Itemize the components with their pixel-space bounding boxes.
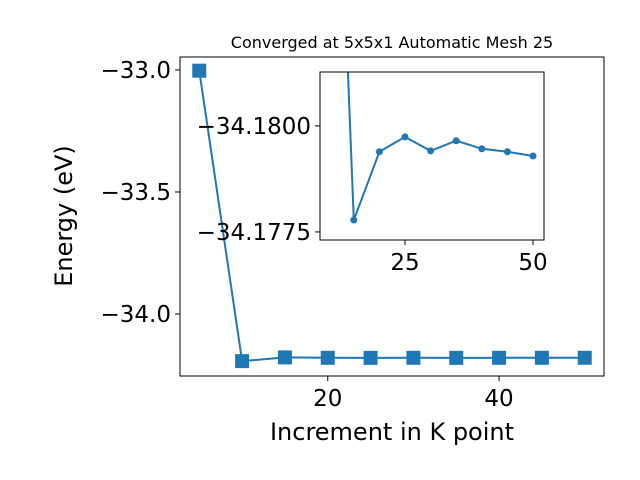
marker — [452, 137, 460, 145]
marker — [478, 145, 486, 153]
x-axis-label: Increment in K point — [270, 418, 514, 446]
y-tick-label: −33.5 — [101, 180, 171, 206]
x-tick-label: 50 — [518, 250, 547, 276]
data-line — [198, 70, 585, 363]
marker — [406, 350, 421, 365]
marker — [503, 148, 511, 156]
marker — [375, 148, 383, 156]
marker — [492, 350, 507, 365]
y-tick-label: −33.0 — [101, 58, 171, 84]
axes-frame — [179, 56, 605, 377]
marker — [534, 350, 549, 365]
marker — [401, 133, 409, 141]
y-tick-label: −34.1800 — [197, 114, 311, 140]
x-tick-label: 40 — [484, 386, 513, 412]
marker — [529, 152, 537, 160]
marker — [277, 350, 292, 365]
marker — [449, 350, 464, 365]
plot-area — [192, 63, 592, 369]
marker — [235, 354, 250, 369]
chart-title: Converged at 5x5x1 Automatic Mesh 25 — [231, 33, 553, 52]
marker — [363, 350, 378, 365]
marker — [320, 350, 335, 365]
marker — [577, 350, 592, 365]
y-tick-label: −34.0 — [101, 302, 171, 328]
axes-frame — [319, 71, 545, 241]
marker — [427, 147, 435, 155]
y-axis-label: Energy (eV) — [50, 145, 78, 287]
marker — [350, 216, 358, 224]
x-tick-label: 25 — [390, 250, 419, 276]
x-tick-label: 20 — [313, 386, 342, 412]
marker — [192, 63, 207, 78]
y-tick-label: −34.1775 — [197, 220, 311, 246]
plot-area — [346, 72, 537, 224]
